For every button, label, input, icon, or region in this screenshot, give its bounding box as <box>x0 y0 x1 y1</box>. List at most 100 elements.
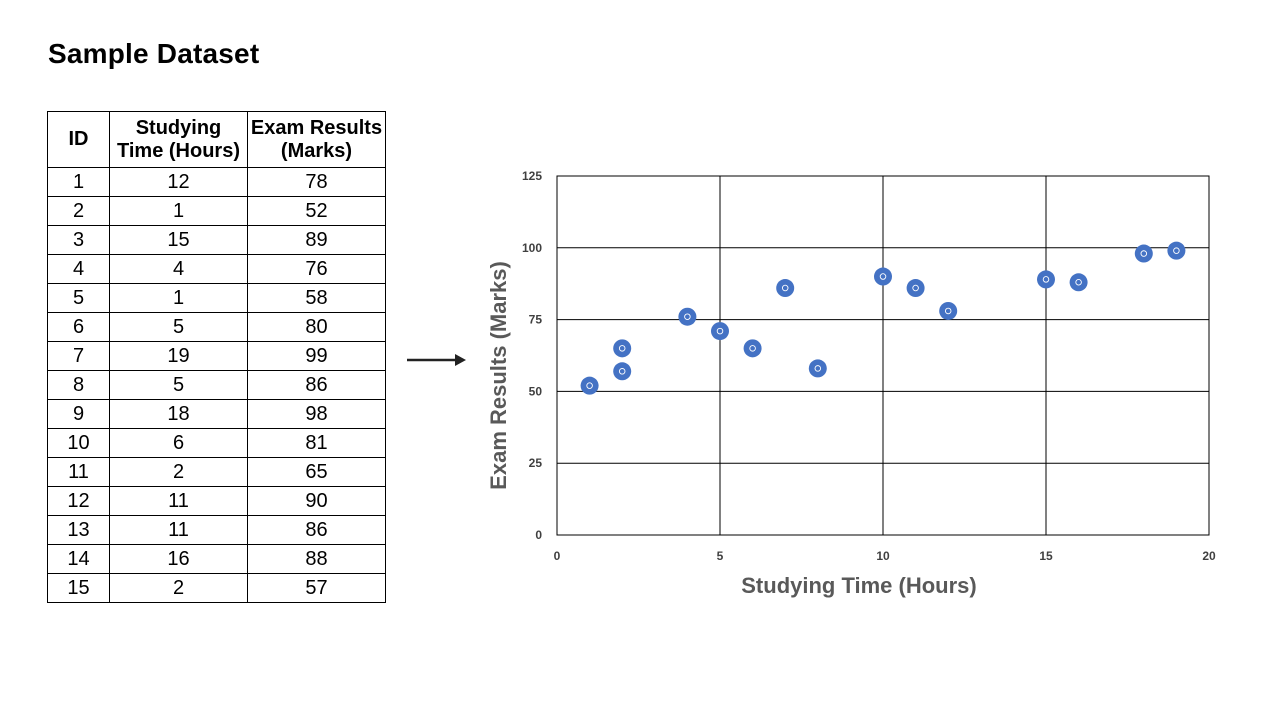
y-tick-label: 100 <box>522 241 542 255</box>
cell-studying-time: 19 <box>109 341 248 371</box>
cell-exam-result: 98 <box>247 399 386 429</box>
x-tick-label: 15 <box>1039 549 1053 563</box>
table-row: 1 12 78 <box>47 167 386 197</box>
cell-studying-time: 5 <box>109 370 248 400</box>
table-row: 10 6 81 <box>47 428 386 458</box>
cell-studying-time: 6 <box>109 428 248 458</box>
table-row: 2 1 52 <box>47 196 386 226</box>
cell-id: 3 <box>47 225 110 255</box>
table-row: 15 2 57 <box>47 573 386 603</box>
cell-exam-result: 65 <box>247 457 386 487</box>
cell-id: 5 <box>47 283 110 313</box>
header-marks-line-2: (Marks) <box>280 139 353 162</box>
cell-id: 13 <box>47 515 110 545</box>
header-marks-line-1: Exam Results <box>250 116 383 139</box>
arrow-right-icon <box>407 354 466 366</box>
x-tick-label: 0 <box>554 549 561 563</box>
cell-id: 1 <box>47 167 110 197</box>
cell-studying-time: 16 <box>109 544 248 574</box>
table-row: 6 5 80 <box>47 312 386 342</box>
scatter-point-marker <box>944 307 952 315</box>
cell-exam-result: 88 <box>247 544 386 574</box>
cell-id: 4 <box>47 254 110 284</box>
scatter-point <box>1037 270 1055 289</box>
y-tick-label: 75 <box>529 313 543 327</box>
scatter-point <box>808 359 827 378</box>
scatter-point <box>776 279 795 298</box>
table-row: 8 5 86 <box>47 370 386 400</box>
scatter-point <box>580 376 599 395</box>
header-time-line-2: Time (Hours) <box>117 139 240 162</box>
cell-exam-result: 52 <box>247 196 386 226</box>
table-row: 11 2 65 <box>47 457 386 487</box>
cell-exam-result: 58 <box>247 283 386 313</box>
cell-studying-time: 5 <box>109 312 248 342</box>
table-header-row: ID Studying Time (Hours) Exam Results (M… <box>47 111 386 168</box>
cell-id: 11 <box>47 457 110 487</box>
scatter-point-marker <box>716 327 724 335</box>
cell-id: 15 <box>47 573 110 603</box>
cell-exam-result: 90 <box>247 486 386 516</box>
scatter-point-marker <box>749 345 756 352</box>
page-title: Sample Dataset <box>48 38 260 69</box>
header-id: ID <box>47 111 110 168</box>
cell-id: 9 <box>47 399 110 429</box>
header-time-line-1: Studying <box>135 116 222 139</box>
cell-exam-result: 76 <box>247 254 386 284</box>
scatter-point <box>874 267 892 286</box>
table-row: 3 15 89 <box>47 225 386 255</box>
x-axis-title: Studying Time (Hours) <box>741 573 977 598</box>
cell-studying-time: 11 <box>109 486 248 516</box>
scatter-point <box>613 362 632 381</box>
table-row: 14 16 88 <box>47 544 386 574</box>
cell-id: 6 <box>47 312 110 342</box>
y-tick-label: 125 <box>522 169 542 183</box>
scatter-point-marker <box>1075 279 1082 286</box>
cell-id: 2 <box>47 196 110 226</box>
cell-exam-result: 78 <box>247 167 386 197</box>
cell-exam-result: 89 <box>247 225 386 255</box>
y-axis-title: Exam Results (Marks) <box>486 261 511 490</box>
cell-id: 12 <box>47 486 110 516</box>
scatter-chart: 0 25 50 75 100 125 0 5 10 15 20 Studying Time (Hour… <box>480 160 1240 610</box>
cell-studying-time: 1 <box>109 283 248 313</box>
scatter-point-marker <box>684 313 691 320</box>
header-studying-time: Studying Time (Hours) <box>109 111 248 168</box>
cell-id: 14 <box>47 544 110 574</box>
cell-exam-result: 99 <box>247 341 386 371</box>
header-id-label: ID <box>68 128 89 150</box>
cell-studying-time: 4 <box>109 254 248 284</box>
scatter-point <box>711 322 729 341</box>
cell-id: 7 <box>47 341 110 371</box>
scatter-point-marker <box>586 382 593 389</box>
scatter-point-marker <box>1140 250 1148 257</box>
cell-exam-result: 57 <box>247 573 386 603</box>
x-tick-label: 5 <box>717 549 724 563</box>
scatter-point <box>613 339 632 358</box>
cell-studying-time: 2 <box>109 457 248 487</box>
cell-exam-result: 81 <box>247 428 386 458</box>
table-body: 1 12 78 2 1 52 3 15 89 4 4 76 5 1 58 6 5 80 7 19 99 8 5 86 9 18 98… <box>47 167 386 603</box>
scatter-point-marker <box>618 368 626 375</box>
scatter-point-marker <box>1173 247 1180 254</box>
scatter-point-marker <box>814 365 822 372</box>
scatter-point-marker <box>912 284 919 292</box>
cell-studying-time: 12 <box>109 167 248 197</box>
x-tick-label: 10 <box>876 549 890 563</box>
table-row: 9 18 98 <box>47 399 386 429</box>
y-tick-label: 0 <box>535 528 542 542</box>
scatter-point-marker <box>879 273 887 280</box>
table-row: 12 11 90 <box>47 486 386 516</box>
scatter-point <box>1069 273 1088 292</box>
dataset-table: ID Studying Time (Hours) Exam Results (M… <box>47 111 386 603</box>
cell-studying-time: 11 <box>109 515 248 545</box>
scatter-point <box>906 279 925 298</box>
scatter-point-marker <box>781 284 789 292</box>
chart-svg: 0 25 50 75 100 125 0 5 10 15 20 Studying Time (Hour… <box>486 169 1216 598</box>
scatter-point <box>939 301 958 320</box>
cell-id: 10 <box>47 428 110 458</box>
cell-studying-time: 2 <box>109 573 248 603</box>
cell-studying-time: 18 <box>109 399 248 429</box>
scatter-point <box>743 339 762 358</box>
scatter-point <box>678 307 697 326</box>
